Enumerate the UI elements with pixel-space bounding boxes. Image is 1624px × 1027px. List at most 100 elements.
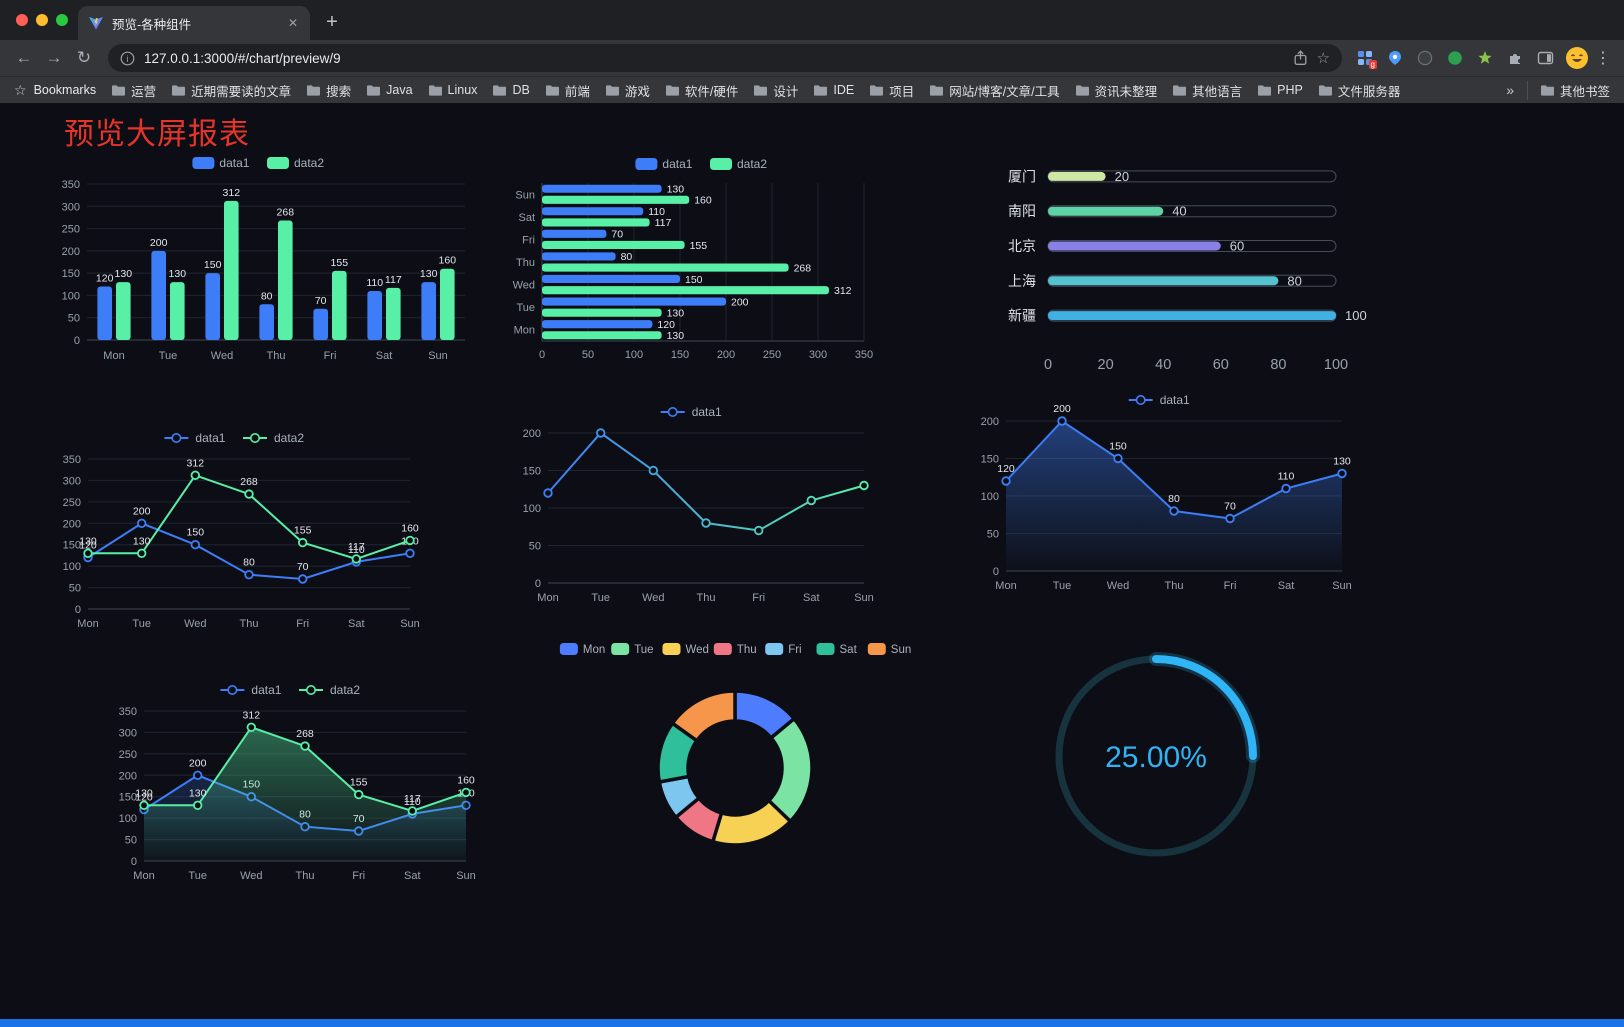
folder-icon	[428, 84, 442, 96]
chart-line-gradient[interactable]: data1 0 50 100 150 200 Mon Tue Wed Thu Fri Sat Sun	[506, 397, 880, 611]
bookmarks-label[interactable]: Bookmarks	[33, 83, 97, 97]
chart-bar-progress[interactable]: 厦门 20 南阳 40 北京 60 上海 80 新疆 100 0 20 40 60 80 100	[998, 155, 1370, 383]
bookmark-star-icon[interactable]: ☆	[1316, 49, 1330, 67]
svg-text:130: 130	[420, 268, 438, 280]
svg-text:data1: data1	[1160, 393, 1190, 407]
bookmark-item[interactable]: IDE	[813, 83, 854, 97]
legend-item[interactable]: Thu	[713, 643, 757, 656]
bookmark-label: 搜索	[326, 84, 352, 99]
reload-button[interactable]: ↻	[76, 48, 92, 67]
bookmark-item[interactable]: 文件服务器	[1318, 81, 1400, 100]
bookmark-item[interactable]: Java	[366, 83, 413, 97]
bookmark-label: 项目	[889, 84, 915, 99]
legend-item[interactable]: data1	[192, 156, 250, 170]
bookmark-item[interactable]: 网站/博客/文章/工具	[929, 81, 1060, 100]
svg-text:150: 150	[685, 274, 703, 286]
extension-green-circle-icon[interactable]	[1442, 45, 1468, 71]
other-bookmarks[interactable]: 其他书签	[1526, 80, 1610, 100]
svg-text:80: 80	[261, 290, 273, 302]
window-zoom-button[interactable]	[56, 14, 68, 26]
window-minimize-button[interactable]	[36, 14, 48, 26]
legend-item[interactable]: data1	[635, 157, 693, 171]
svg-text:160: 160	[457, 774, 475, 786]
bookmarks-list: 运营 近期需要读的文章 搜索 Java Linux DB 前端 游戏 软件/硬件 设计 IDE 项目 网…	[111, 81, 1493, 100]
svg-text:300: 300	[63, 475, 81, 487]
chart-line-area[interactable]: data1 0 50 100 150 200 Mon Tue Wed Thu Fri Sat Sun 12…	[964, 385, 1358, 599]
bookmark-item[interactable]: 设计	[753, 81, 798, 100]
legend-item[interactable]: Wed	[662, 643, 709, 656]
other-bookmarks-label: 其他书签	[1559, 84, 1610, 99]
chart-line-two-series[interactable]: data1 data2 0 50 100 150 200 250 300 350 Mon Tue Wed…	[46, 423, 426, 637]
legend-item[interactable]: data2	[243, 431, 304, 445]
folder-icon	[665, 84, 679, 96]
line-point	[190, 470, 200, 480]
bookmark-item[interactable]: Linux	[428, 83, 477, 97]
bookmark-item[interactable]: 前端	[545, 81, 590, 100]
svg-text:117: 117	[655, 217, 672, 229]
legend-item[interactable]: Mon	[559, 643, 605, 656]
site-info-icon[interactable]: i	[120, 51, 135, 66]
legend-item[interactable]: Fri	[765, 643, 802, 656]
address-bar[interactable]: i 127.0.0.1:3000/#/chart/preview/9 ☆	[108, 44, 1342, 72]
svg-text:Wed: Wed	[686, 644, 709, 656]
legend-item[interactable]: data2	[267, 156, 324, 170]
legend-item[interactable]: Sun	[867, 643, 911, 656]
back-button[interactable]: ←	[15, 48, 33, 67]
legend-item[interactable]: Sat	[816, 643, 858, 656]
bookmark-item[interactable]: 其他语言	[1172, 81, 1242, 100]
bookmark-item[interactable]: 资讯未整理	[1075, 81, 1157, 100]
chart-gauge[interactable]: 25.00%	[1036, 636, 1276, 876]
extension-grid-icon[interactable]: g	[1352, 45, 1378, 71]
chart-bar-vertical[interactable]: data1 data2 0 50 100 150 200 250 300 350 Mon 120 130…	[45, 148, 475, 370]
svg-text:200: 200	[150, 237, 168, 249]
chart-donut[interactable]: Mon Tue Wed Thu Fri Sat Sun	[538, 633, 932, 869]
svg-text:100: 100	[119, 813, 137, 825]
browser-tab[interactable]: 预览-各种组件 ✕	[78, 6, 310, 40]
extension-dark-circle-icon[interactable]	[1412, 45, 1438, 71]
svg-text:155: 155	[294, 525, 312, 537]
bookmarks-overflow-chevron[interactable]: »	[1506, 82, 1514, 98]
legend-item[interactable]: data2	[299, 683, 360, 697]
folder-icon	[1173, 84, 1187, 96]
forward-button[interactable]: →	[45, 48, 63, 67]
tab-close-icon[interactable]: ✕	[287, 16, 298, 30]
donut-slice[interactable]	[669, 689, 737, 744]
extensions-puzzle-icon[interactable]	[1502, 45, 1528, 71]
line-point	[1281, 483, 1291, 494]
window-close-button[interactable]	[16, 14, 28, 26]
folder-icon	[1075, 84, 1089, 96]
legend-item[interactable]: data1	[220, 683, 282, 697]
legend-item[interactable]: data1	[164, 431, 226, 445]
svg-text:data2: data2	[737, 157, 767, 171]
browser-menu-icon[interactable]: ⋮	[1595, 50, 1611, 67]
new-tab-button[interactable]: +	[326, 10, 338, 33]
bookmark-item[interactable]: 运营	[111, 81, 156, 100]
bookmark-item[interactable]: 搜索	[306, 81, 351, 100]
side-panel-icon[interactable]	[1532, 45, 1558, 71]
bar	[542, 218, 650, 227]
chart-line-area-two[interactable]: data1 data2 0 50 100 150 200 250 300 350 Mon Tue Wed…	[102, 675, 482, 889]
bookmark-item[interactable]: 近期需要读的文章	[171, 81, 291, 100]
svg-text:Sat: Sat	[803, 592, 820, 604]
legend-item[interactable]: Tue	[611, 643, 654, 656]
bar	[97, 286, 112, 340]
svg-text:0: 0	[993, 566, 999, 578]
extension-green-star-icon[interactable]	[1472, 45, 1498, 71]
legend-item[interactable]: data1	[1128, 393, 1190, 407]
bookmark-item[interactable]: 游戏	[605, 81, 650, 100]
legend-item[interactable]: data1	[660, 405, 722, 419]
extension-pin-icon[interactable]	[1382, 45, 1408, 71]
svg-text:130: 130	[189, 787, 207, 799]
svg-text:130: 130	[667, 330, 685, 342]
line-point	[1057, 416, 1067, 426]
bookmark-item[interactable]: PHP	[1257, 83, 1303, 97]
profile-avatar[interactable]	[1564, 45, 1590, 71]
gauge-arc	[1152, 655, 1257, 760]
chart-bar-horizontal[interactable]: data1 data2 0 50 100 150 200 250 300 350 Mon 120 130…	[502, 149, 904, 371]
svg-text:130: 130	[133, 535, 151, 547]
legend-item[interactable]: data2	[710, 157, 767, 171]
bookmark-item[interactable]: 项目	[869, 81, 914, 100]
bookmark-item[interactable]: DB	[492, 83, 530, 97]
share-icon[interactable]	[1293, 50, 1308, 66]
bookmark-item[interactable]: 软件/硬件	[665, 81, 738, 100]
